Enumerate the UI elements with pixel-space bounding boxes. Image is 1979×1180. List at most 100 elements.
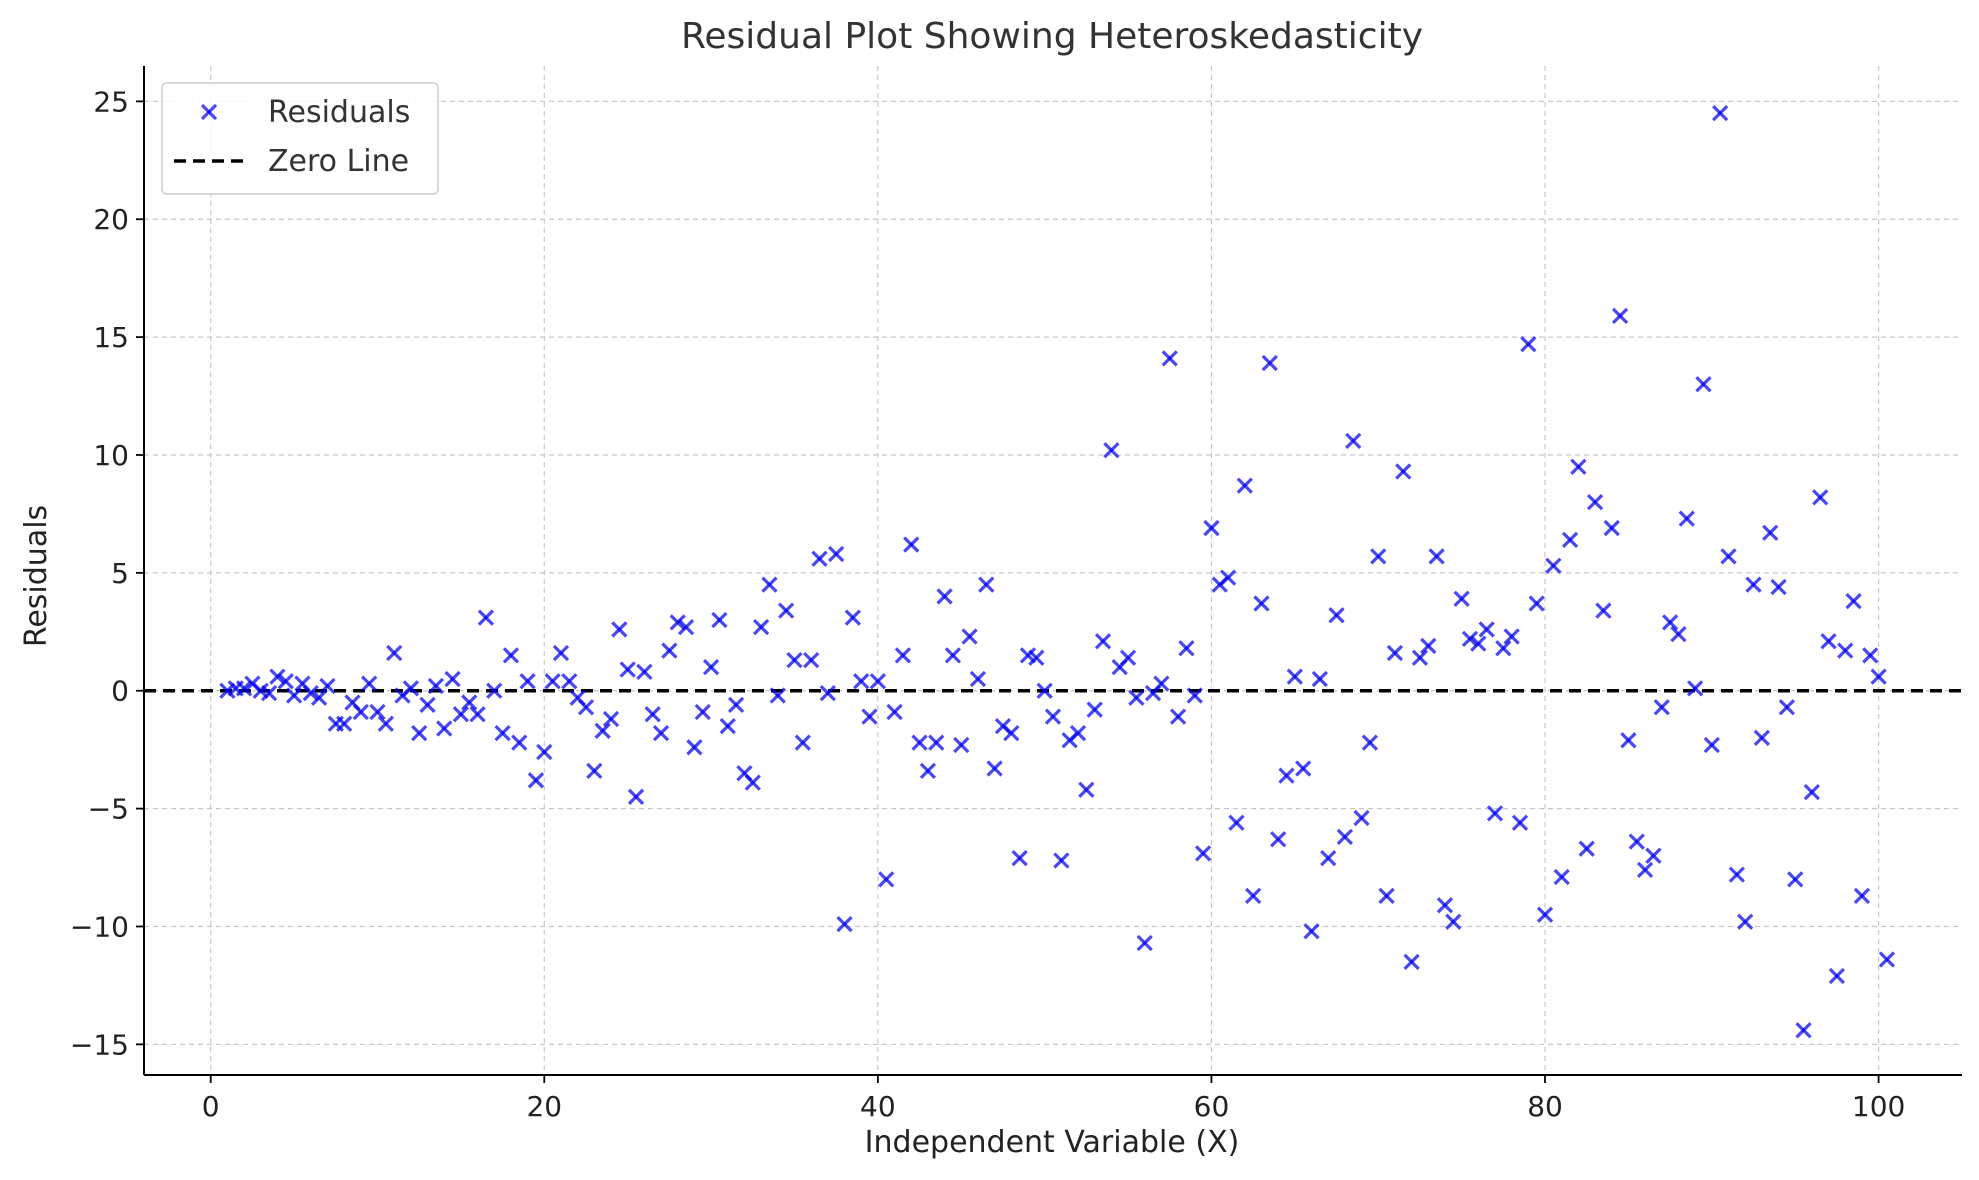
residual-point (894, 647, 912, 664)
marker-stroke (1270, 831, 1287, 848)
marker-stroke (1169, 708, 1187, 725)
marker-stroke (502, 647, 520, 664)
residual-point (1795, 1022, 1812, 1039)
residual-point (794, 734, 811, 751)
legend-box (161, 82, 439, 195)
marker-stroke (944, 647, 962, 664)
residual-point (936, 588, 953, 605)
marker-stroke (861, 708, 878, 725)
residual-point (1286, 668, 1303, 685)
marker-stroke (1603, 519, 1620, 537)
marker-stroke (1837, 642, 1854, 659)
marker-stroke (1778, 699, 1796, 716)
residual-point (1411, 649, 1429, 666)
residual-point (1720, 548, 1737, 565)
marker-stroke (627, 788, 645, 805)
marker-stroke (936, 588, 953, 605)
residual-point (1270, 831, 1287, 848)
legend-x-marker (200, 103, 218, 121)
marker-stroke (1578, 840, 1595, 857)
marker-stroke (369, 703, 386, 721)
marker-stroke (1395, 463, 1412, 480)
marker-stroke (1194, 845, 1212, 862)
residual-point (302, 684, 319, 702)
residual-point (1511, 814, 1529, 831)
residual-point (369, 703, 386, 721)
marker-stroke (1703, 736, 1720, 754)
marker-stroke (819, 684, 836, 702)
marker-stroke (419, 696, 436, 714)
marker-stroke (552, 644, 570, 662)
residual-point (961, 628, 978, 645)
residual-point (652, 725, 670, 742)
residual-point (511, 734, 528, 751)
residual-point (1078, 781, 1095, 798)
marker-stroke (1411, 649, 1429, 666)
marker-stroke (1653, 699, 1670, 716)
residual-point (260, 684, 278, 702)
residual-point (1245, 887, 1262, 904)
residual-point (1687, 680, 1704, 697)
marker-stroke (477, 609, 495, 626)
residual-point (1153, 675, 1170, 692)
marker-stroke (961, 628, 978, 645)
residual-point (577, 699, 595, 716)
residual-point (594, 722, 611, 739)
marker-stroke (1028, 649, 1045, 666)
residual-point (1645, 847, 1662, 864)
residual-point (1803, 783, 1821, 801)
marker-stroke (1745, 576, 1762, 593)
residual-point (1086, 701, 1103, 718)
residual-point (702, 659, 720, 676)
marker-stroke (661, 642, 678, 659)
marker-stroke (427, 677, 445, 695)
marker-stroke (494, 725, 511, 742)
marker-stroke (377, 715, 394, 732)
residual-point (477, 609, 495, 626)
residual-point (1528, 595, 1545, 612)
marker-stroke (1545, 557, 1562, 574)
marker-stroke (411, 725, 428, 742)
marker-stroke (310, 689, 328, 706)
residual-point (1695, 376, 1712, 393)
marker-stroke (1186, 687, 1203, 704)
y-tick-label: −15 (70, 1028, 129, 1061)
residual-point (1561, 531, 1579, 548)
residual-point (886, 703, 903, 721)
marker-stroke (577, 699, 595, 716)
marker-stroke (1812, 489, 1829, 506)
residual-point (461, 694, 478, 711)
marker-stroke (1728, 866, 1745, 883)
residual-point (911, 734, 928, 751)
marker-stroke (761, 576, 778, 593)
residual-point (1762, 524, 1779, 541)
marker-stroke (519, 673, 536, 690)
residual-point (978, 576, 995, 593)
marker-stroke (1261, 354, 1278, 372)
residual-point (769, 687, 786, 704)
marker-stroke (1128, 689, 1145, 706)
residual-point (527, 772, 545, 789)
marker-stroke (244, 675, 261, 692)
residual-point (411, 725, 428, 742)
residual-point (969, 670, 987, 688)
residual-point (1036, 682, 1053, 699)
residual-point (1044, 708, 1062, 725)
residual-point (1136, 934, 1153, 952)
residual-point (1678, 510, 1695, 527)
marker-stroke (1503, 628, 1520, 645)
marker-stroke (702, 659, 720, 676)
x-ticks: 0 20 40 60 80 100 (202, 1075, 1905, 1123)
marker-stroke (1720, 548, 1737, 565)
residual-point (1870, 668, 1887, 685)
residual-point (1837, 642, 1854, 659)
points-layer (219, 105, 1896, 1039)
marker-stroke (1353, 809, 1370, 827)
residual-point (1603, 519, 1620, 537)
marker-stroke (1878, 951, 1896, 968)
marker-stroke (1295, 760, 1312, 777)
marker-stroke (1795, 1022, 1812, 1039)
residual-point (1753, 729, 1770, 747)
residual-point (669, 614, 686, 631)
residual-point (1503, 628, 1520, 645)
